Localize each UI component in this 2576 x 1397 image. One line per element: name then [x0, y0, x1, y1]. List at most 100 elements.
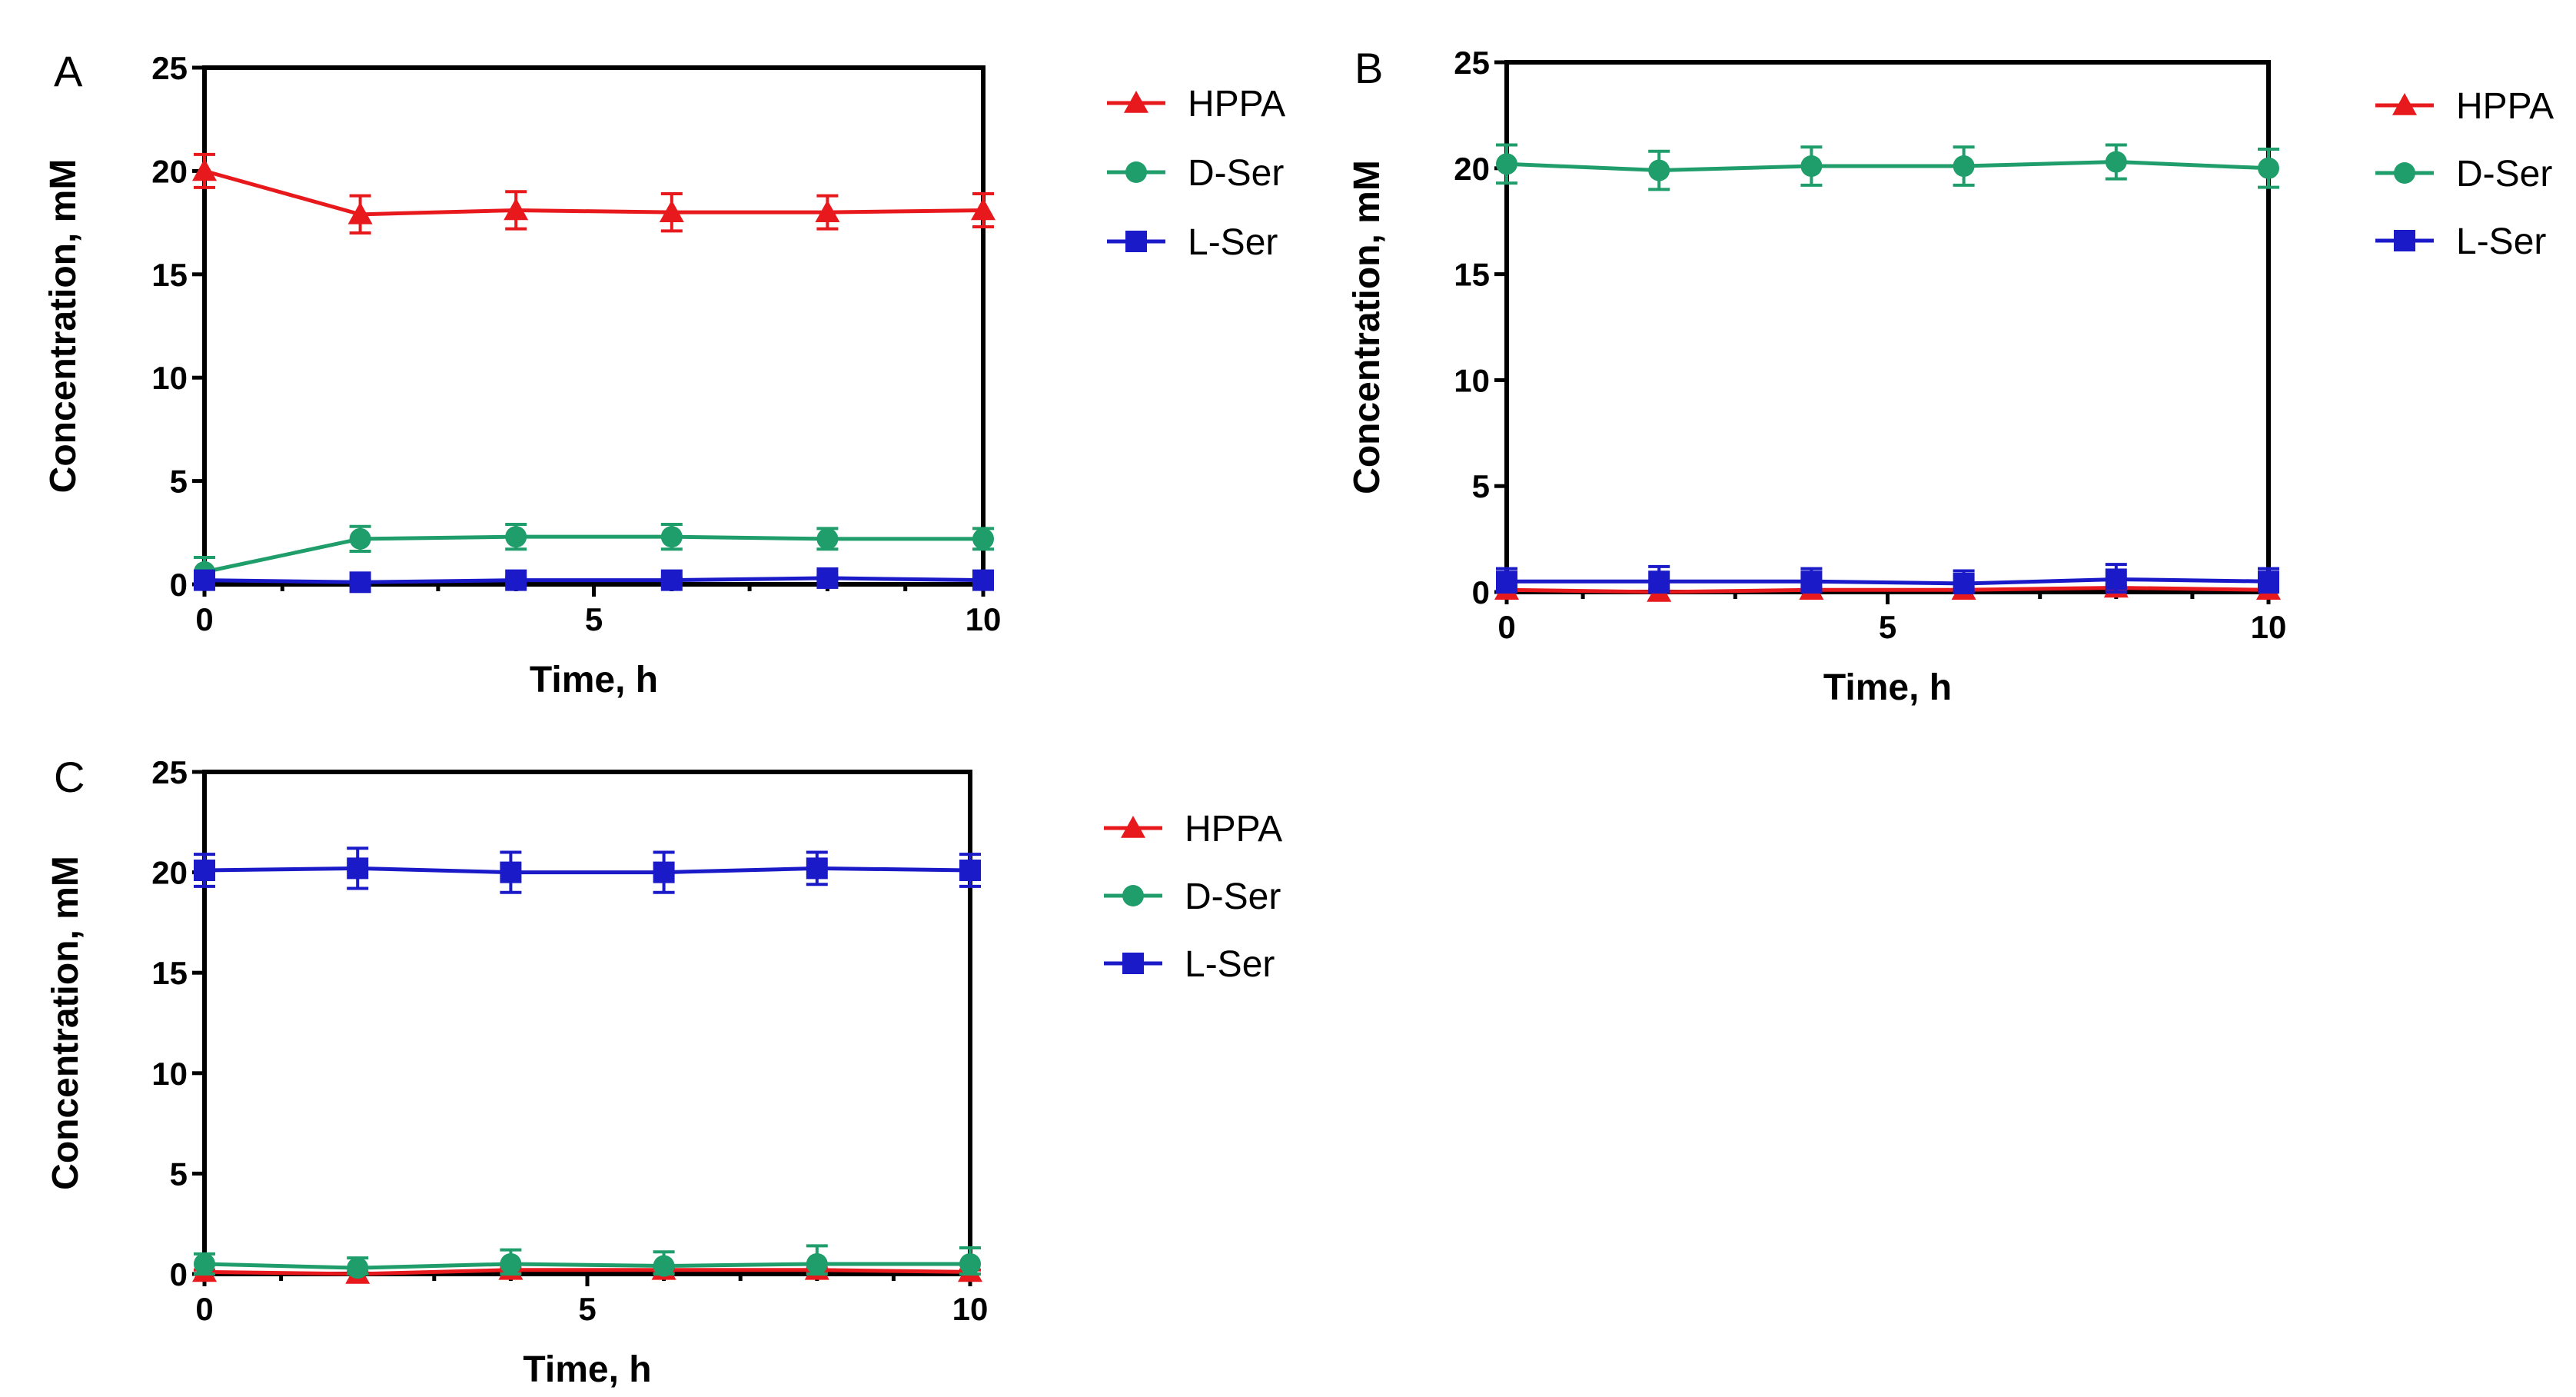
legend-marker	[1125, 161, 1147, 183]
series-line	[204, 866, 971, 875]
data-point	[347, 857, 369, 880]
series-line	[1506, 160, 2269, 173]
data-point	[806, 1252, 828, 1275]
legend-marker	[2394, 230, 2415, 251]
series-d-ser	[194, 1244, 981, 1279]
y-tick-label: 5	[170, 464, 188, 500]
y-tick-label: 5	[1472, 468, 1490, 504]
data-point	[653, 1255, 675, 1277]
legend-marker	[1124, 91, 1148, 113]
data-point	[2105, 151, 2127, 173]
y-axis-title: Concentration, mM	[43, 159, 84, 494]
panel-letter: A	[54, 47, 83, 95]
legend-entry-l-ser: L-Ser	[1104, 944, 1275, 985]
x-tick-label: 5	[578, 1291, 596, 1327]
series-d-ser	[1496, 143, 2279, 191]
data-point	[1953, 572, 1975, 594]
y-axis-title: Concentration, mM	[1347, 160, 1388, 494]
data-point	[347, 201, 373, 225]
x-tick-label: 0	[195, 1291, 213, 1327]
y-tick-label: 0	[170, 1256, 188, 1292]
data-point	[815, 200, 840, 222]
y-tick-label: 10	[151, 1056, 188, 1092]
x-tick-label: 10	[966, 601, 1002, 637]
data-point	[1953, 155, 1975, 178]
data-point	[959, 1252, 981, 1275]
data-point	[2105, 568, 2127, 590]
y-tick-label: 25	[151, 50, 188, 86]
data-point	[1496, 570, 1517, 593]
data-point	[500, 1252, 522, 1275]
data-point	[194, 569, 215, 591]
series-d-ser	[194, 523, 994, 586]
y-tick-label: 10	[151, 360, 188, 396]
legend-marker	[2394, 162, 2415, 184]
series-hppa	[192, 152, 995, 235]
legend-marker	[1122, 953, 1144, 974]
y-tick-label: 5	[170, 1156, 188, 1192]
legend-marker	[1125, 231, 1147, 252]
legend-marker	[1122, 885, 1144, 906]
data-point	[660, 526, 683, 548]
panel-letter: B	[1354, 44, 1383, 92]
legend-label: D-Ser	[1188, 153, 1284, 194]
series-line	[1507, 577, 2269, 586]
data-point	[194, 1252, 215, 1275]
data-point	[504, 198, 529, 221]
data-point	[505, 569, 527, 591]
series-line	[204, 1262, 970, 1270]
y-axis-title: Concentration, mM	[45, 856, 86, 1190]
series-line	[204, 534, 983, 574]
data-point	[1800, 570, 1823, 593]
plot-frame	[1504, 60, 2271, 594]
data-point	[349, 527, 371, 550]
x-axis-title: Time, h	[530, 660, 658, 700]
y-tick-label: 15	[151, 257, 188, 293]
legend-entry-l-ser: L-Ser	[1107, 222, 1278, 263]
data-point	[2258, 570, 2279, 593]
legend-label: D-Ser	[1185, 876, 1281, 917]
data-point	[500, 861, 522, 883]
data-point	[505, 526, 527, 548]
data-point	[1496, 153, 1517, 175]
data-point	[806, 857, 828, 880]
legend-marker	[2392, 93, 2417, 115]
series-line	[204, 576, 984, 584]
data-point	[816, 567, 839, 589]
legend-entry-hppa: HPPA	[1104, 809, 1282, 850]
data-point	[971, 198, 995, 221]
legend-entry-d-ser: D-Ser	[2375, 154, 2552, 195]
panel-c: C 0 5 10 15 20 25 0 5 10 Time, h Concentration, mM H…	[45, 753, 1282, 1390]
data-point	[653, 861, 675, 883]
x-tick-label: 10	[952, 1291, 989, 1327]
data-point	[959, 859, 981, 881]
y-tick-label: 15	[1454, 257, 1490, 293]
panel-a: A 0 5 10 15 20 25 0 5 10 Time, h Concentration, mM H…	[43, 47, 1285, 700]
data-point	[1648, 159, 1670, 181]
series-l-ser	[194, 567, 994, 594]
y-tick-label: 0	[1472, 574, 1490, 610]
x-tick-label: 10	[2251, 609, 2287, 645]
x-tick-label: 5	[1879, 609, 1896, 645]
panel-letter: C	[54, 753, 85, 801]
legend-label: HPPA	[1188, 84, 1285, 125]
y-tick-label: 25	[151, 754, 188, 790]
x-tick-label: 0	[195, 601, 213, 637]
series-l-ser	[1496, 563, 2279, 594]
data-point	[1800, 155, 1823, 178]
y-tick-label: 15	[151, 955, 188, 991]
legend-label: HPPA	[2456, 86, 2554, 127]
x-tick-label: 0	[1497, 609, 1515, 645]
y-tick-label: 20	[151, 855, 188, 891]
legend-label: L-Ser	[1188, 222, 1278, 263]
plot-frame	[202, 65, 986, 587]
data-point	[349, 571, 371, 594]
y-tick-label: 20	[151, 153, 188, 189]
series-line	[1506, 585, 2269, 594]
x-axis-title: Time, h	[1823, 667, 1952, 708]
series-line	[204, 1268, 971, 1276]
data-point	[347, 1257, 369, 1279]
data-point	[816, 527, 839, 550]
y-tick-label: 20	[1454, 151, 1490, 187]
